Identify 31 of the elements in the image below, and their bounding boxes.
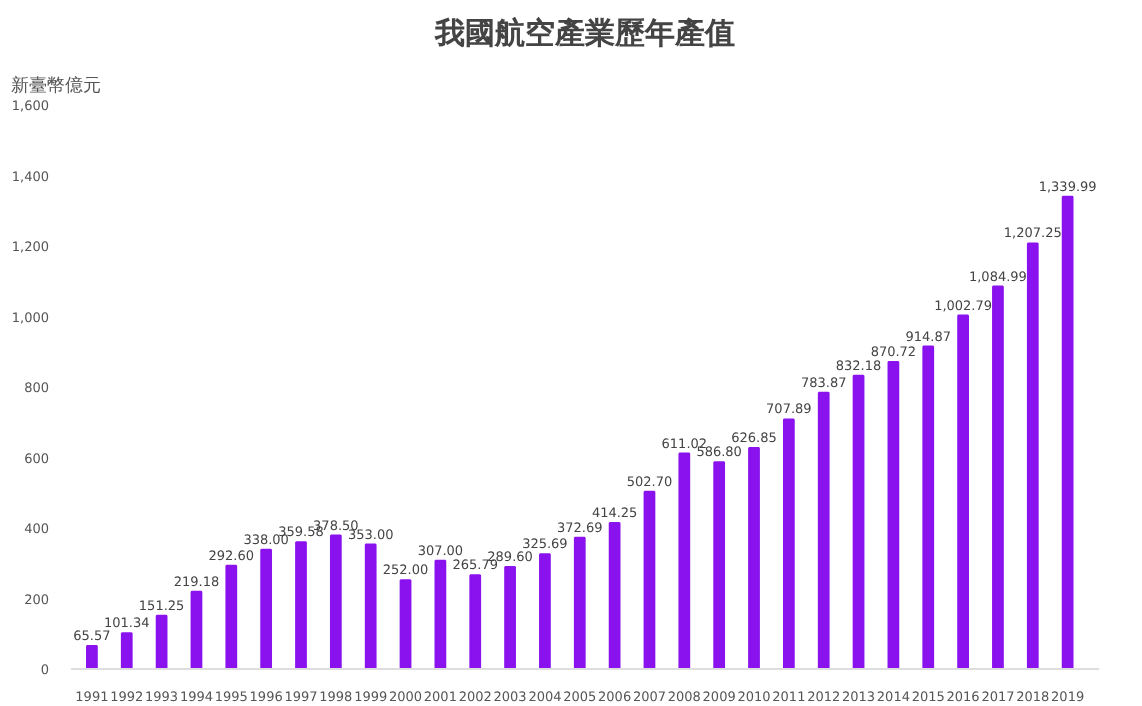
bar (678, 452, 691, 669)
bar (504, 565, 516, 669)
bar (539, 553, 551, 669)
bar (225, 564, 238, 669)
bar (922, 345, 935, 669)
bar (190, 590, 203, 669)
bar (155, 614, 168, 669)
bar (86, 644, 98, 669)
bar (260, 548, 273, 669)
bar (1061, 195, 1074, 669)
bar (713, 461, 726, 669)
bar (887, 361, 900, 669)
bar (748, 447, 760, 669)
bar (782, 418, 795, 669)
y-axis-title: 新臺幣億元 (11, 75, 101, 95)
bar (329, 534, 342, 669)
bar (364, 543, 377, 669)
bar (1026, 242, 1039, 669)
bar (399, 579, 412, 669)
bar (643, 490, 656, 669)
bar (434, 559, 447, 669)
chart-title: 我國航空產業歷年產值 (433, 15, 735, 51)
bar (957, 314, 969, 669)
bar (608, 521, 621, 669)
bar (120, 632, 133, 669)
bar (992, 285, 1004, 669)
bar (817, 391, 830, 669)
bar (295, 541, 307, 669)
bar (469, 574, 482, 669)
bar (852, 374, 865, 669)
bar (573, 536, 586, 669)
